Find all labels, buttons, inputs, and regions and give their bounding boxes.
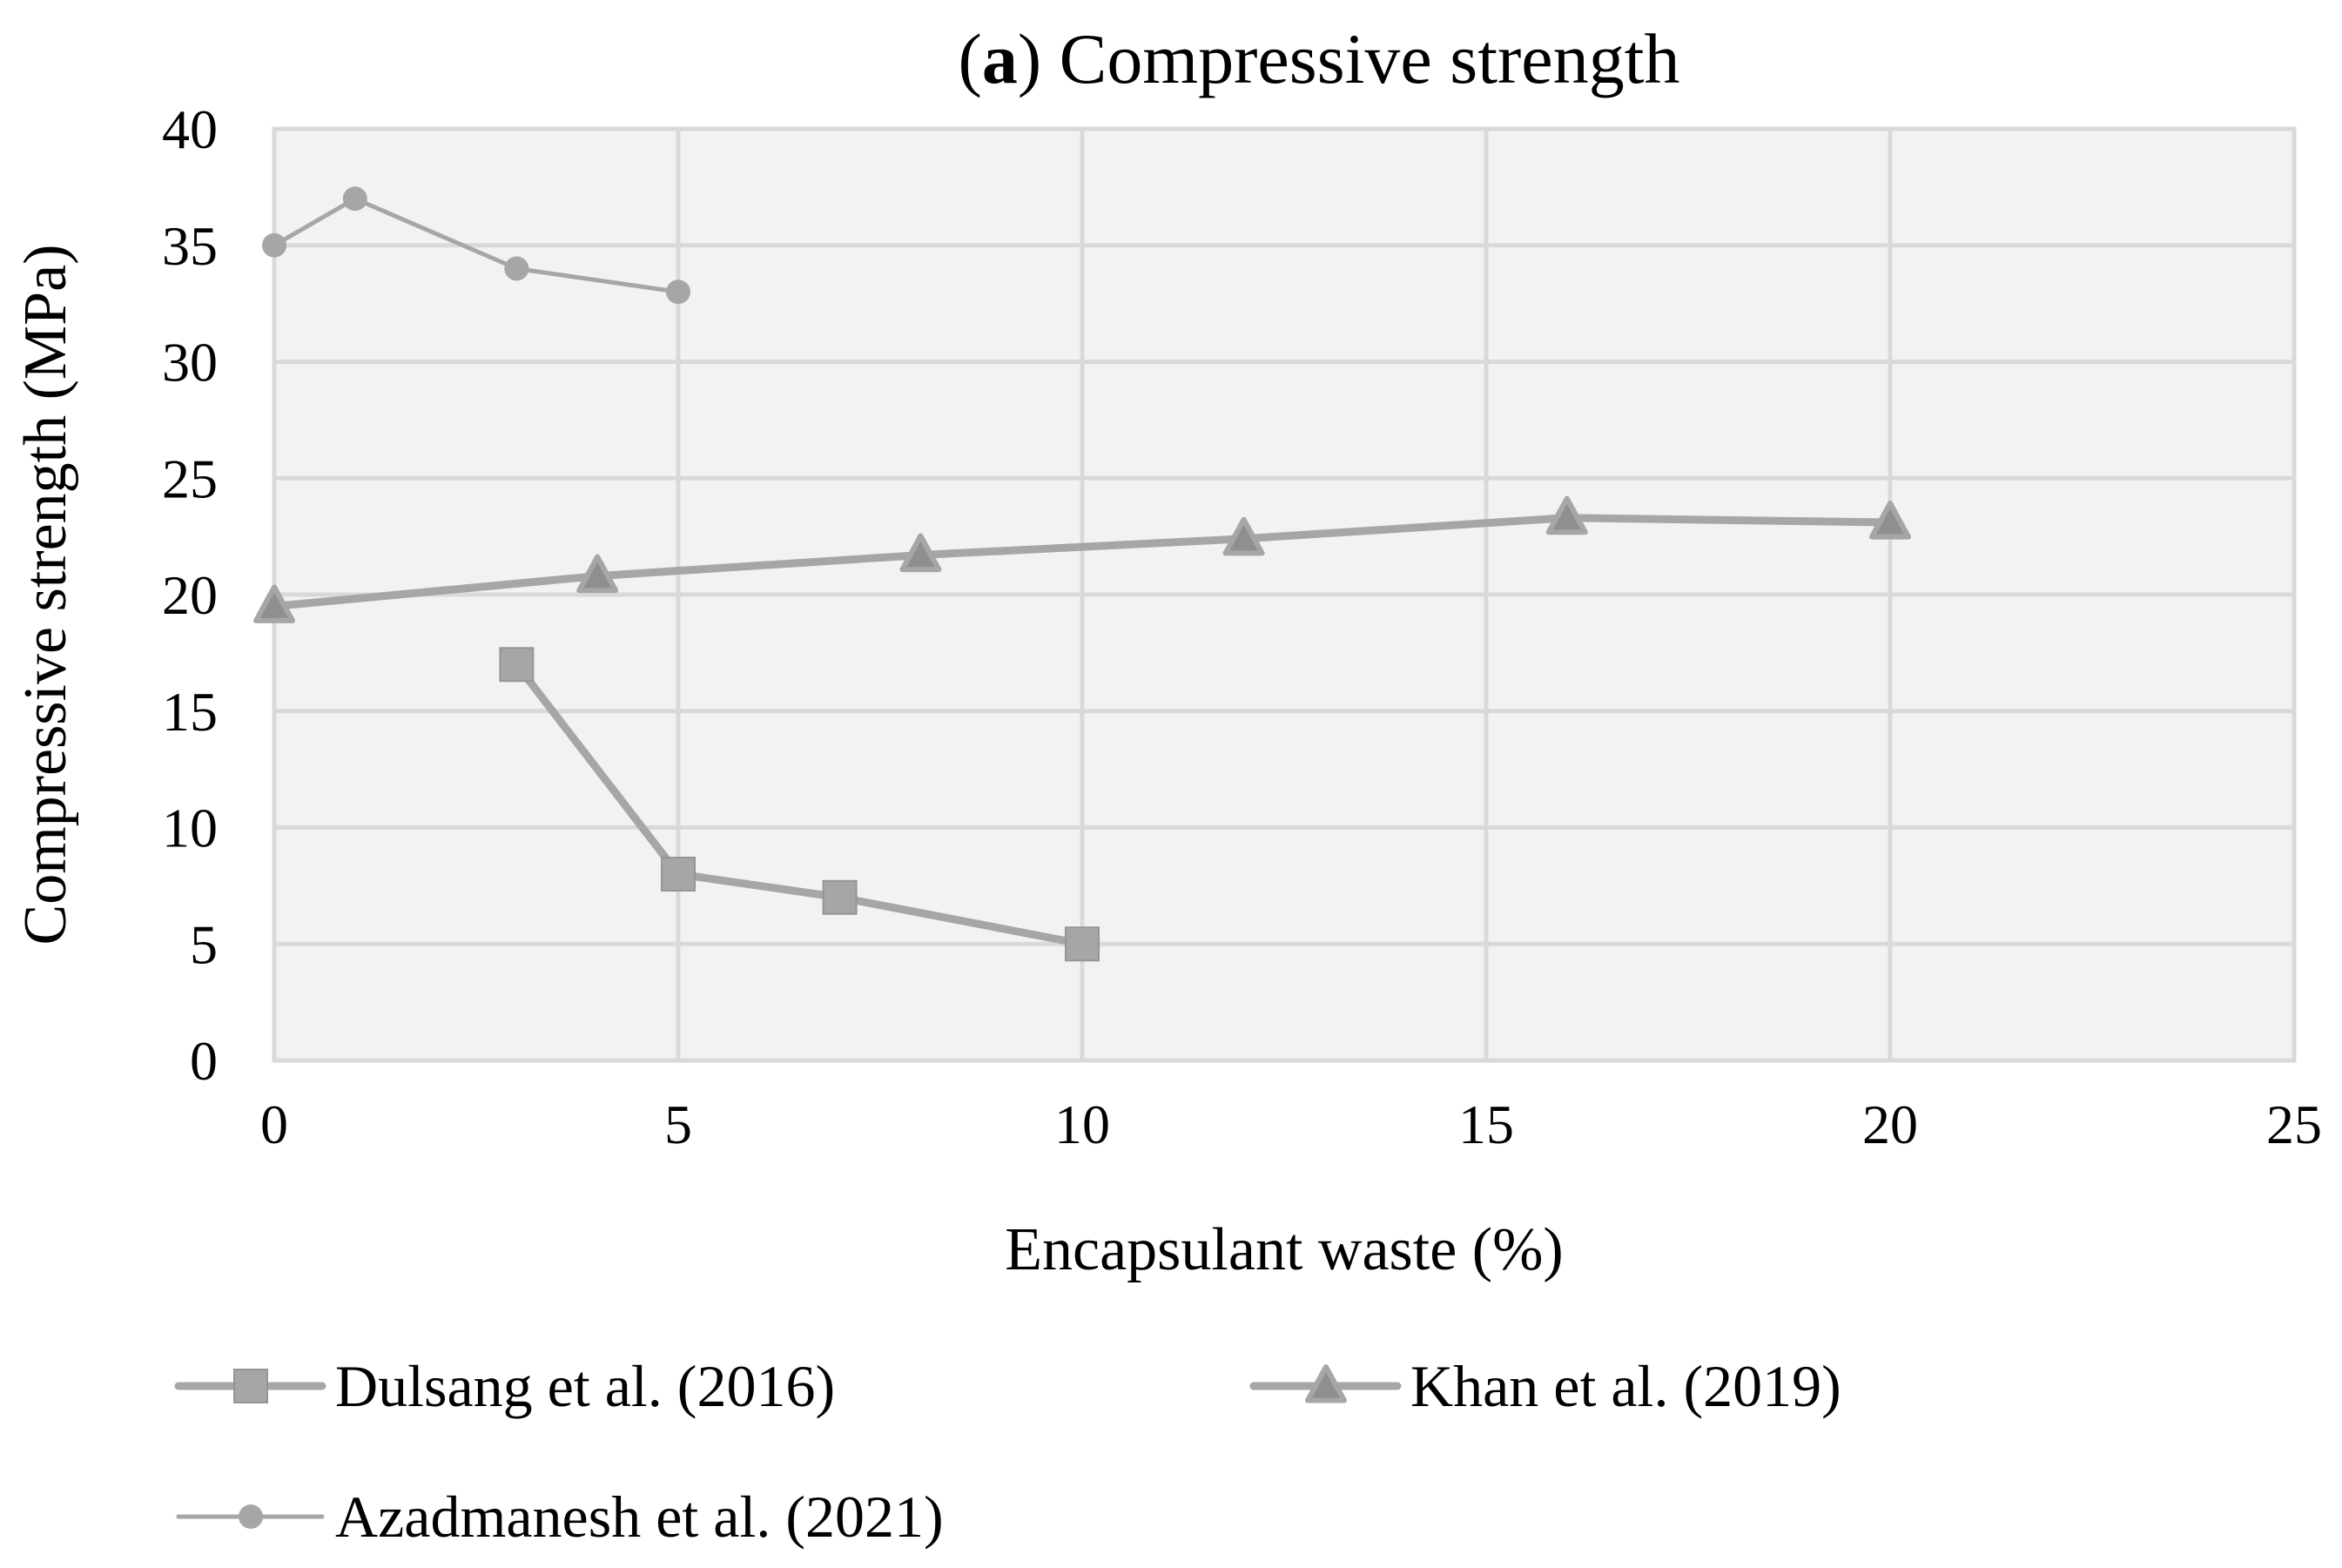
x-tick-label-0: 0: [260, 1094, 288, 1155]
y-axis-label: Compressive strength (MPa): [12, 245, 79, 946]
legend-marker-triangle: [1305, 1363, 1347, 1403]
y-tick-label-5: 5: [190, 913, 218, 975]
data-point-square-3: [499, 647, 535, 683]
series-circle: [262, 186, 690, 305]
y-tick-label-10: 10: [162, 797, 218, 859]
data-point-circle-1: [342, 186, 367, 212]
y-tick-label-25: 25: [162, 448, 218, 509]
data-point-triangle-16: [1545, 495, 1588, 535]
series-group: [253, 186, 1911, 962]
legend-item-square: Dulsang et al. (2016): [174, 1353, 835, 1419]
legend-label-circle: Azadmanesh et al. (2021): [335, 1484, 944, 1550]
x-tick-label-5: 5: [664, 1094, 692, 1155]
x-tick-label-10: 10: [1054, 1094, 1110, 1155]
legend-marker-circle: [239, 1504, 263, 1529]
y-tick-label-30: 30: [162, 332, 218, 394]
x-tick-label-20: 20: [1862, 1094, 1918, 1155]
legend-item-circle: Azadmanesh et al. (2021): [176, 1484, 944, 1550]
y-tick-labels: 0 5 10 15 20 25 30 35 40: [162, 98, 218, 1092]
legend: Dulsang et al. (2016) Khan et al. (2019) A…: [174, 1353, 1841, 1550]
data-point-triangle-4: [576, 554, 619, 594]
series-line-square: [512, 660, 1087, 948]
data-point-triangle-12: [1222, 516, 1265, 556]
data-point-square-7: [822, 879, 858, 915]
title-panel-letter: a: [982, 19, 1018, 98]
y-tick-label-35: 35: [162, 215, 218, 277]
data-point-circle-5: [666, 279, 690, 305]
data-point-square-5: [661, 857, 696, 892]
data-point-triangle-8: [899, 533, 942, 573]
legend-item-triangle: Khan et al. (2019): [1249, 1353, 1841, 1419]
chart-title: (a) Compressive strength: [959, 19, 1680, 98]
x-tick-labels: 0 5 10 15 20 25: [260, 1094, 2322, 1155]
y-tick-label-40: 40: [162, 98, 218, 160]
series-line-triangle: [270, 514, 1894, 610]
legend-label-triangle: Khan et al. (2019): [1410, 1353, 1841, 1419]
x-tick-label-25: 25: [2266, 1094, 2322, 1155]
horizontal-gridlines: [274, 126, 2294, 1063]
series-square: [499, 647, 1100, 962]
y-tick-label-15: 15: [162, 681, 218, 743]
data-point-circle-0: [262, 232, 286, 258]
x-tick-label-15: 15: [1458, 1094, 1514, 1155]
data-point-triangle-20: [1869, 501, 1911, 540]
y-tick-label-20: 20: [162, 564, 218, 626]
series-triangle: [253, 495, 1911, 623]
data-point-square-10: [1065, 926, 1100, 962]
title-main-text: Compressive strength: [1060, 19, 1680, 98]
data-point-circle-3: [504, 256, 529, 281]
data-point-triangle-0: [253, 584, 295, 623]
x-axis-label: Encapsulant waste (%): [1005, 1216, 1563, 1283]
series-line-circle: [272, 196, 681, 294]
legend-label-square: Dulsang et al. (2016): [335, 1353, 835, 1419]
y-tick-label-0: 0: [190, 1030, 218, 1092]
legend-marker-square: [233, 1369, 268, 1403]
